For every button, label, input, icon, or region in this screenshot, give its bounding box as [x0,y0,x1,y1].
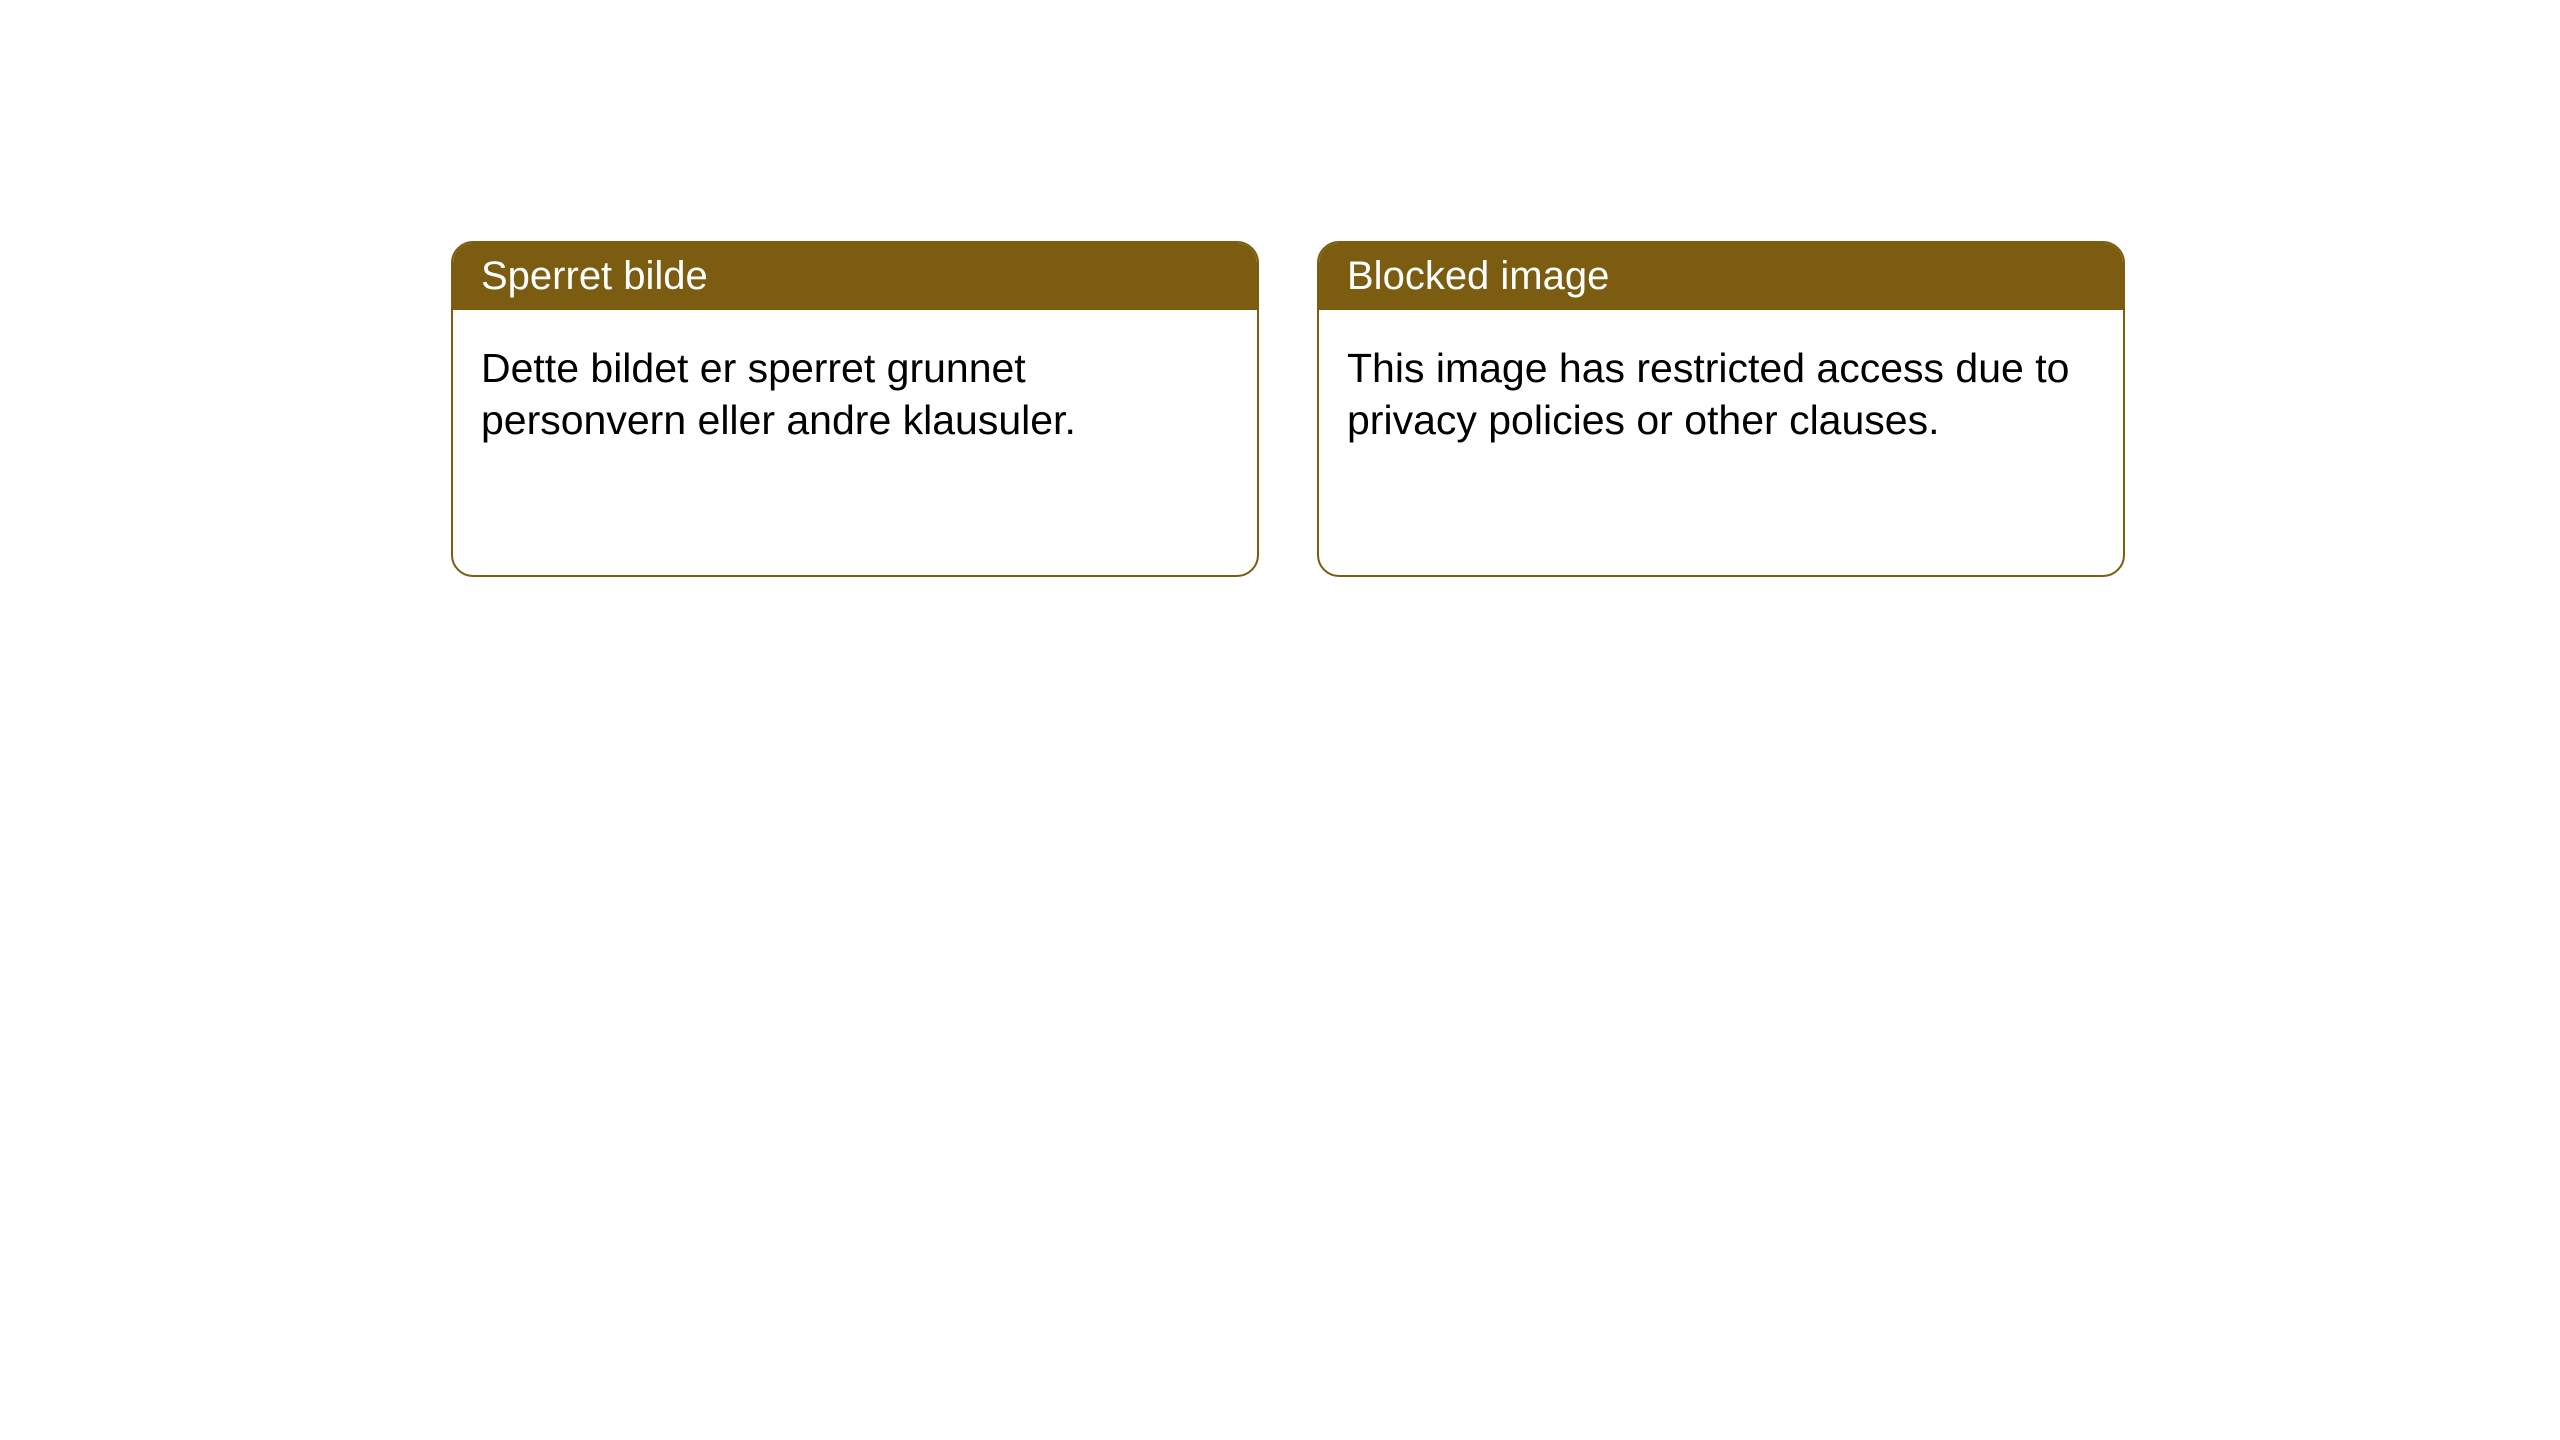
notice-body: Dette bildet er sperret grunnet personve… [453,310,1257,478]
notice-header: Sperret bilde [453,243,1257,310]
notice-card-norwegian: Sperret bilde Dette bildet er sperret gr… [451,241,1259,577]
notice-body: This image has restricted access due to … [1319,310,2123,478]
notice-card-english: Blocked image This image has restricted … [1317,241,2125,577]
notice-header: Blocked image [1319,243,2123,310]
notice-container: Sperret bilde Dette bildet er sperret gr… [451,241,2125,577]
